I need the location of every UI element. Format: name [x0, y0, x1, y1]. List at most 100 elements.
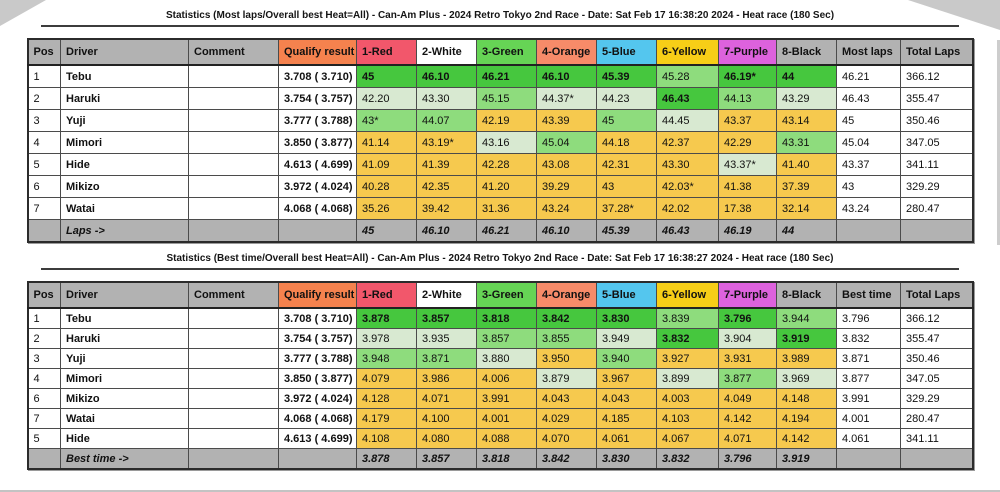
- column-header-qualify-result: Qualify result: [278, 38, 357, 66]
- footer-4-orange-cell: 46.10: [536, 219, 597, 243]
- pos-cell: 7: [27, 408, 61, 429]
- summary-cell: 4.061: [836, 428, 901, 449]
- footer-3-green-cell: 3.818: [476, 448, 537, 470]
- column-header-3-green: 3-Green: [476, 281, 537, 309]
- driver-cell: Watai: [60, 408, 189, 429]
- comment-cell: [188, 348, 279, 369]
- driver-row: 7 Watai 4.068 ( 4.068) 4.179 4.100 4.001 4.029…: [27, 408, 973, 429]
- pos-cell: 5: [27, 428, 61, 449]
- driver-cell: Yuji: [60, 348, 189, 369]
- heat-3-green-cell: 43.16: [476, 131, 537, 154]
- heat-7-purple-cell: 44.13: [718, 87, 777, 110]
- heat-8-black-cell: 43.14: [776, 109, 837, 132]
- driver-cell: Hide: [60, 153, 189, 176]
- qualify-result-cell: 4.068 ( 4.068): [278, 408, 357, 429]
- heat-8-black-cell: 32.14: [776, 197, 837, 220]
- qualify-result-cell: 4.613 ( 4.699): [278, 428, 357, 449]
- column-header-pos: Pos: [27, 38, 61, 66]
- heat-2-white-cell: 4.071: [416, 388, 477, 409]
- scan-artifact-right-edge: [997, 40, 1000, 245]
- total-laps-cell: 341.11: [900, 428, 973, 449]
- column-header-best-time: Best time: [836, 281, 901, 309]
- heat-5-blue-cell: 45.39: [596, 64, 657, 88]
- comment-cell: [188, 307, 279, 329]
- comment-cell: [188, 87, 279, 110]
- total-laps-cell: 350.46: [900, 348, 973, 369]
- heat-2-white-cell: 43.19*: [416, 131, 477, 154]
- heat-5-blue-cell: 3.949: [596, 328, 657, 349]
- heat-6-yellow-cell: 42.37: [656, 131, 719, 154]
- heat-3-green-cell: 45.15: [476, 87, 537, 110]
- heat-8-black-cell: 3.989: [776, 348, 837, 369]
- heat-3-green-cell: 4.001: [476, 408, 537, 429]
- heat-5-blue-cell: 37.28*: [596, 197, 657, 220]
- heat-3-green-cell: 3.880: [476, 348, 537, 369]
- heat-2-white-cell: 46.10: [416, 64, 477, 88]
- heat-4-orange-cell: 4.070: [536, 428, 597, 449]
- heat-1-red-cell: 43*: [356, 109, 417, 132]
- driver-row: 4 Mimori 3.850 ( 3.877) 4.079 3.986 4.006 3.87…: [27, 368, 973, 389]
- heat-7-purple-cell: 4.071: [718, 428, 777, 449]
- column-header-8-black: 8-Black: [776, 38, 837, 66]
- footer-6-yellow-cell: 3.832: [656, 448, 719, 470]
- comment-cell: [188, 64, 279, 88]
- footer-empty-cell: [836, 219, 901, 243]
- heat-4-orange-cell: 3.855: [536, 328, 597, 349]
- heat-1-red-cell: 3.948: [356, 348, 417, 369]
- column-header-8-black: 8-Black: [776, 281, 837, 309]
- driver-cell: Tebu: [60, 307, 189, 329]
- heat-1-red-cell: 41.14: [356, 131, 417, 154]
- column-header-total-laps: Total Laps: [900, 281, 973, 309]
- summary-cell: 3.796: [836, 307, 901, 329]
- heat-2-white-cell: 4.080: [416, 428, 477, 449]
- footer-5-blue-cell: 3.830: [596, 448, 657, 470]
- heat-1-red-cell: 45: [356, 64, 417, 88]
- column-header-2-white: 2-White: [416, 281, 477, 309]
- most-laps-table: Pos Driver Comment Qualify result 1-Red 2-Whi…: [26, 38, 974, 243]
- total-laps-cell: 366.12: [900, 307, 973, 329]
- heat-7-purple-cell: 4.142: [718, 408, 777, 429]
- best-time-section: Statistics (Best time/Overall best Heat=…: [0, 243, 1000, 470]
- best-time-table: Pos Driver Comment Qualify result 1-Red 2-Whi…: [26, 281, 974, 470]
- column-header-5-blue: 5-Blue: [596, 281, 657, 309]
- footer-empty-cell: [188, 448, 279, 470]
- heat-6-yellow-cell: 43.30: [656, 153, 719, 176]
- heat-2-white-cell: 3.986: [416, 368, 477, 389]
- footer-empty-cell: [836, 448, 901, 470]
- summary-footer-row: Best time -> 3.878 3.857 3.818 3.842 3.830 3.8…: [27, 448, 973, 470]
- most-laps-section: Statistics (Most laps/Overall best Heat=…: [0, 0, 1000, 243]
- column-header-driver: Driver: [60, 281, 189, 309]
- column-header-6-yellow: 6-Yellow: [656, 38, 719, 66]
- heat-4-orange-cell: 44.37*: [536, 87, 597, 110]
- column-header-7-purple: 7-Purple: [718, 38, 777, 66]
- summary-cell: 43.37: [836, 153, 901, 176]
- heat-7-purple-cell: 3.931: [718, 348, 777, 369]
- qualify-result-cell: 3.777 ( 3.788): [278, 348, 357, 369]
- footer-empty-cell: [900, 448, 973, 470]
- total-laps-cell: 350.46: [900, 109, 973, 132]
- heat-8-black-cell: 3.944: [776, 307, 837, 329]
- heat-7-purple-cell: 3.796: [718, 307, 777, 329]
- heat-1-red-cell: 41.09: [356, 153, 417, 176]
- driver-row: 1 Tebu 3.708 ( 3.710) 3.878 3.857 3.818 3.842 3…: [27, 307, 973, 329]
- heat-3-green-cell: 4.006: [476, 368, 537, 389]
- footer-empty-cell: [27, 448, 61, 470]
- total-laps-cell: 329.29: [900, 388, 973, 409]
- heat-3-green-cell: 3.818: [476, 307, 537, 329]
- heat-8-black-cell: 43.31: [776, 131, 837, 154]
- heat-8-black-cell: 43.29: [776, 87, 837, 110]
- heat-4-orange-cell: 39.29: [536, 175, 597, 198]
- heat-6-yellow-cell: 3.899: [656, 368, 719, 389]
- scan-artifact-bottom-edge: [0, 490, 1000, 492]
- heat-3-green-cell: 46.21: [476, 64, 537, 88]
- comment-cell: [188, 131, 279, 154]
- pos-cell: 6: [27, 175, 61, 198]
- heat-2-white-cell: 3.935: [416, 328, 477, 349]
- footer-empty-cell: [278, 448, 357, 470]
- summary-cell: 43: [836, 175, 901, 198]
- heat-8-black-cell: 4.142: [776, 428, 837, 449]
- heat-6-yellow-cell: 46.43: [656, 87, 719, 110]
- comment-cell: [188, 388, 279, 409]
- comment-cell: [188, 368, 279, 389]
